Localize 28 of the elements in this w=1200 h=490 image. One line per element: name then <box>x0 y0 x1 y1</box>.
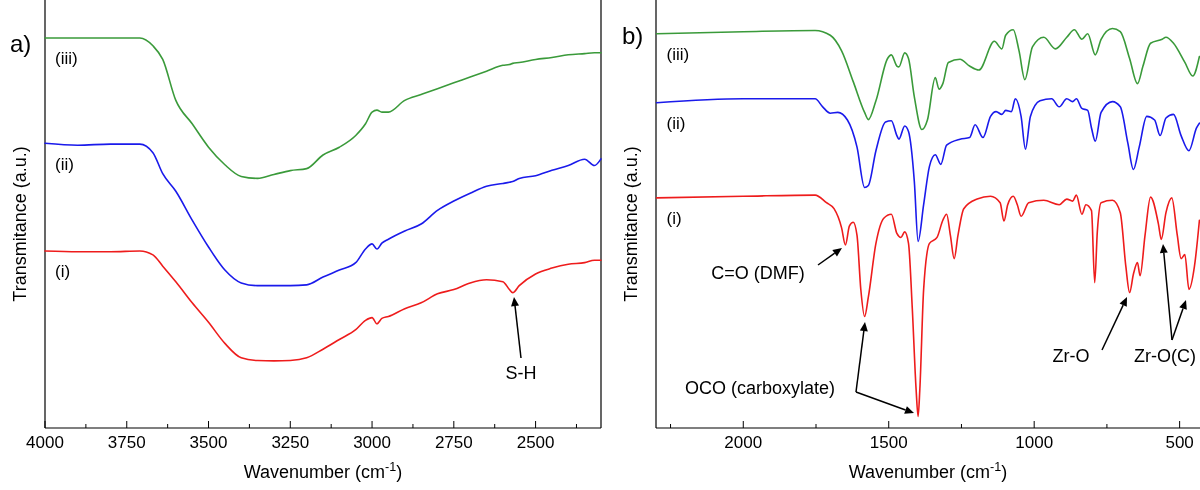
annotation: S-H <box>505 362 537 383</box>
y-axis-title: Transmitance (a.u.) <box>10 146 30 302</box>
x-tick-label: 500 <box>1165 433 1194 452</box>
y-axis-title: Transmitance (a.u.) <box>621 146 641 302</box>
x-tick-label: 1500 <box>869 433 908 452</box>
x-tick-label: 3500 <box>189 433 228 452</box>
annotation: OCO (carboxylate) <box>684 377 836 398</box>
x-tick-label: 2500 <box>516 433 555 452</box>
x-axis-title: Wavenumber (cm$^{-1}$) <box>848 460 1008 482</box>
series-label: (i) <box>55 262 71 282</box>
x-tick-label: 3250 <box>271 433 310 452</box>
x-tick-label: 1000 <box>1015 433 1054 452</box>
chart-title: a) <box>10 30 32 57</box>
series-label: (iii) <box>55 49 78 69</box>
x-tick-label: 2000 <box>724 433 763 452</box>
chart-title: b) <box>622 22 644 49</box>
x-tick-label: 3000 <box>353 433 391 452</box>
x-tick-label: 3750 <box>107 433 146 452</box>
series-label: (i) <box>666 209 682 229</box>
annotation: Zr-O(C) <box>1134 345 1196 366</box>
series-label: (iii) <box>666 45 690 65</box>
annotation: Zr-O <box>1052 345 1090 366</box>
x-axis-title: Wavenumber (cm$^{-1}$) <box>243 460 403 482</box>
annotation: C=O (DMF) <box>711 262 805 283</box>
x-tick-label: 2750 <box>434 433 473 452</box>
series-label: (ii) <box>666 114 686 134</box>
x-tick-label: 4000 <box>26 433 64 452</box>
series-label: (ii) <box>55 154 74 174</box>
